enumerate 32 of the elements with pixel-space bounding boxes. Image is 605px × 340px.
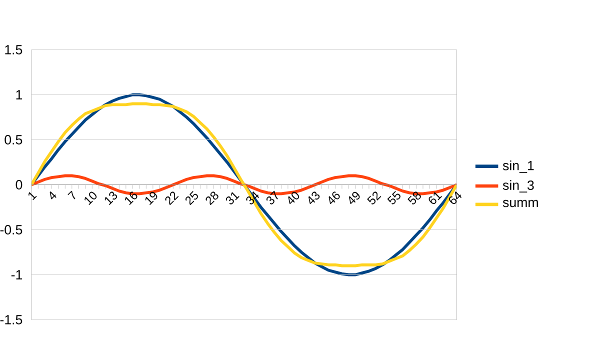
x-tick-label: 52 (367, 192, 382, 204)
x-tick-label: 28 (206, 192, 218, 206)
x-tick-label: 40 (288, 192, 300, 204)
x-tick-label: 25 (185, 191, 198, 206)
legend-label: sin_3 (502, 180, 534, 192)
y-tick-label: 0 (16, 180, 22, 190)
x-tick-label: 4 (50, 191, 56, 200)
x-tick-label: 49 (348, 192, 360, 204)
x-tick-label: 61 (428, 192, 442, 204)
x-tick-label: 34 (246, 191, 260, 204)
x-tick-label: 37 (266, 190, 278, 204)
x-tick-label: 46 (328, 192, 340, 204)
x-tick-label: 10 (84, 192, 97, 205)
y-tick-label: 0.5 (4, 135, 22, 144)
y-tick-label: 1 (16, 90, 22, 100)
x-tick-label: 31 (226, 192, 240, 204)
x-tick-label: 13 (104, 192, 118, 205)
y-tick-label: 1.5 (5, 45, 22, 54)
y-tick-label: -1.5 (0, 315, 22, 324)
legend-label: summ (502, 200, 538, 208)
x-tick-label: 16 (125, 192, 138, 205)
x-tick-label: 7 (68, 190, 76, 200)
y-tick-label: -1 (11, 270, 22, 280)
x-tick-label: 55 (387, 190, 400, 204)
x-tick-label: 22 (165, 192, 179, 206)
legend-label: sin_1 (502, 160, 534, 173)
x-tick-label: 1 (28, 192, 37, 200)
y-tick-label: -0.5 (0, 225, 22, 234)
x-tick-label: 58 (408, 192, 421, 204)
x-tick-label: 19 (145, 192, 158, 205)
x-tick-label: 43 (308, 192, 320, 204)
x-tick-label: 64 (449, 191, 462, 204)
